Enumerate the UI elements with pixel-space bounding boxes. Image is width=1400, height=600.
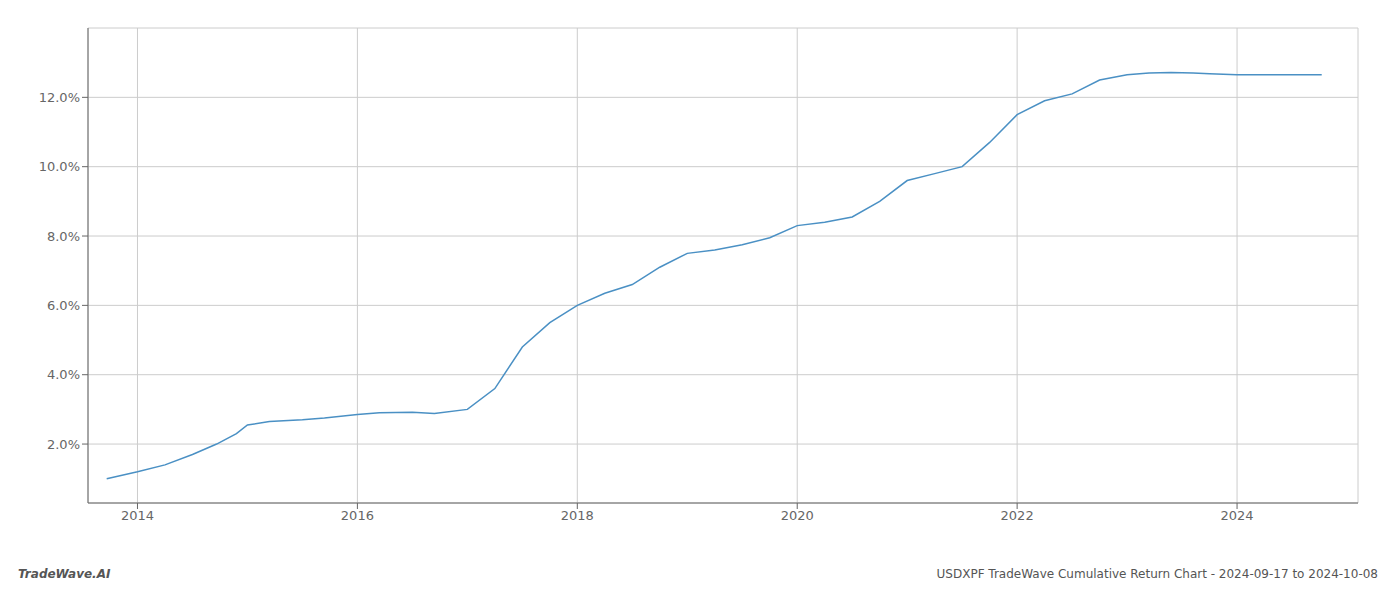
html-text:TradeWave.AI: TradeWave.AI: [18, 567, 111, 581]
svg-text:2018: 2018: [561, 508, 594, 523]
svg-text:6.0%: 6.0%: [47, 298, 80, 313]
svg-text:2016: 2016: [341, 508, 374, 523]
svg-text:2020: 2020: [781, 508, 814, 523]
svg-text:2022: 2022: [1001, 508, 1034, 523]
svg-text:4.0%: 4.0%: [47, 367, 80, 382]
svg-text:2014: 2014: [121, 508, 154, 523]
svg-text:8.0%: 8.0%: [47, 229, 80, 244]
html-text:USDXPF TradeWave Cumulative Re: USDXPF TradeWave Cumulative Return Chart…: [936, 567, 1378, 581]
svg-text:2.0%: 2.0%: [47, 437, 80, 452]
svg-text:12.0%: 12.0%: [39, 90, 80, 105]
svg-text:10.0%: 10.0%: [39, 159, 80, 174]
svg-text:2024: 2024: [1221, 508, 1254, 523]
